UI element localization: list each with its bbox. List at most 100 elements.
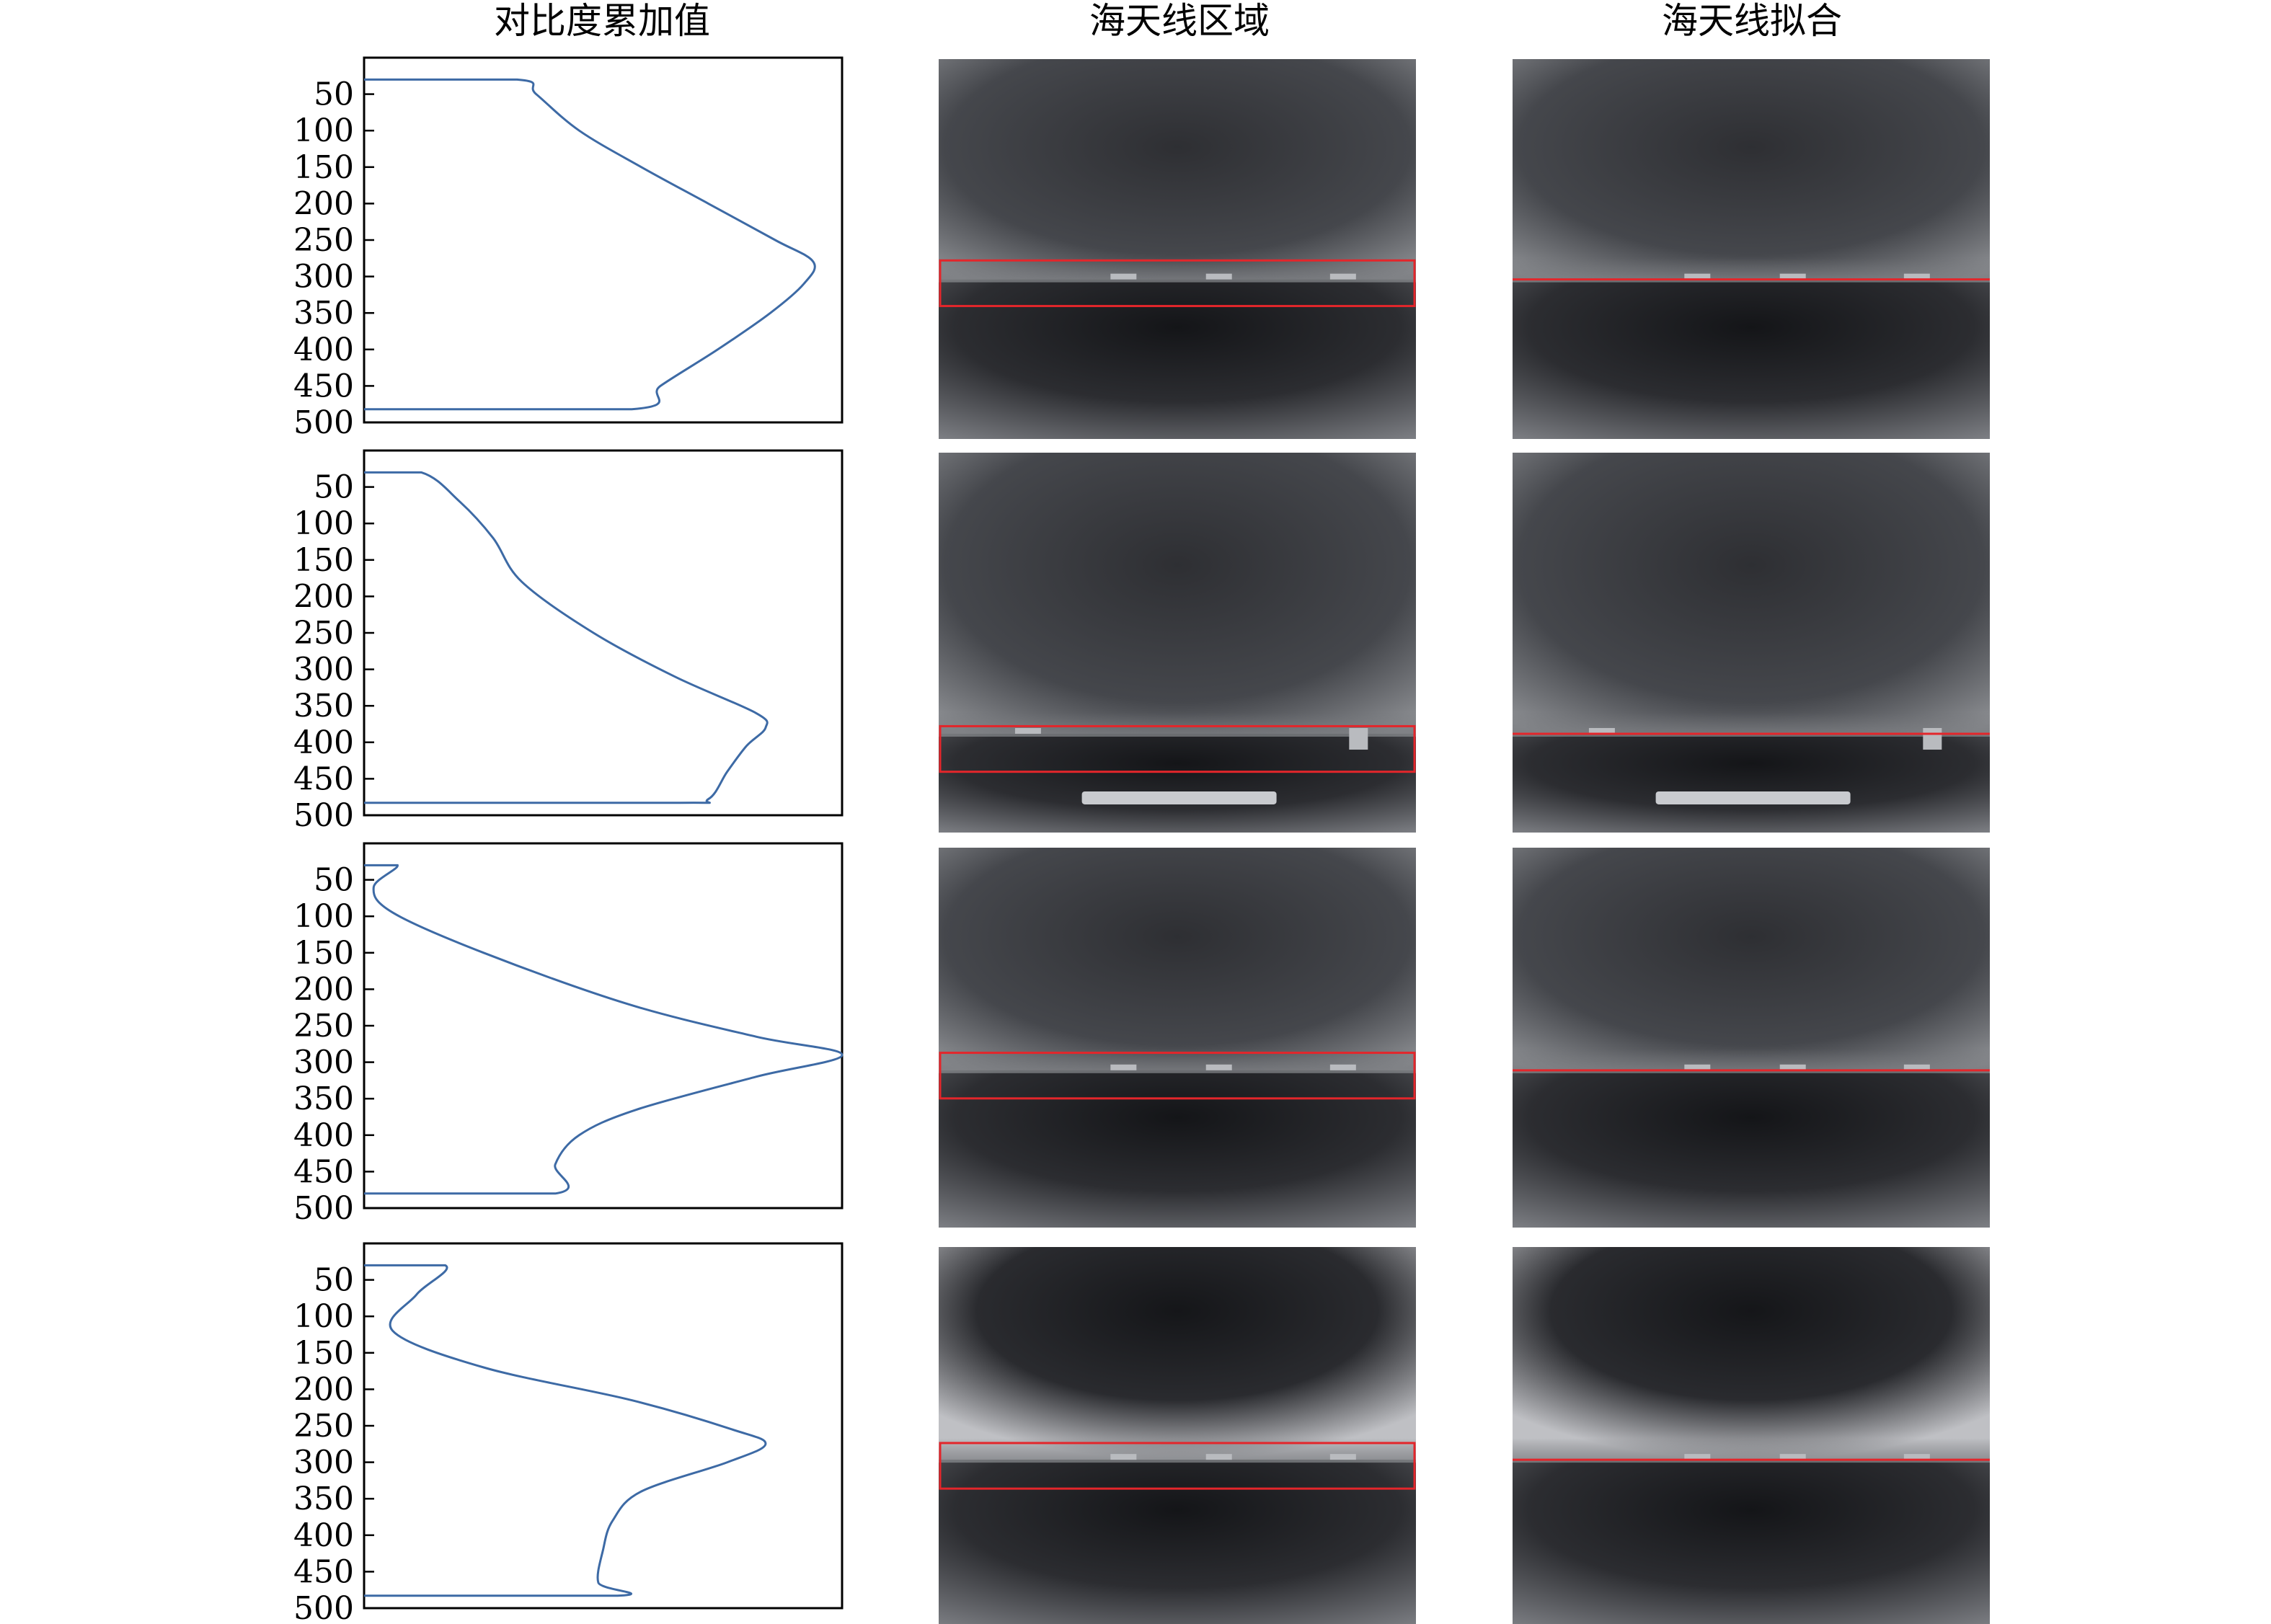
plot-frame [363, 842, 844, 1210]
y-tick-label: 100 [293, 898, 354, 935]
contrast-curve [364, 78, 816, 411]
y-tick-label: 100 [293, 1298, 354, 1335]
ship-target [1110, 1064, 1137, 1070]
horizon-glint [1513, 279, 1990, 283]
sea-region [939, 279, 1416, 439]
ship-target [1205, 1454, 1232, 1460]
ship-target [1903, 1064, 1930, 1070]
ship-target [1205, 273, 1232, 280]
horizon-glint [939, 1070, 1416, 1073]
y-tick-label: 400 [293, 332, 354, 368]
ship-target [1903, 1454, 1930, 1460]
y-tick-label: 500 [293, 1190, 354, 1227]
y-tick-label: 300 [293, 259, 354, 296]
column-titles: 对比度累加值 海天线区域 海天线拟合 [494, 0, 1842, 42]
contrast-curve [364, 1264, 767, 1597]
ship-target [1205, 1064, 1232, 1070]
y-tick-label: 400 [293, 1117, 354, 1154]
y-tick-label: 200 [293, 578, 354, 615]
ship-target [1329, 273, 1356, 280]
horizon-region-box [939, 1442, 1416, 1490]
y-tick-label: 450 [293, 368, 354, 404]
horizon-region-box [939, 1052, 1416, 1100]
plot-frame [363, 449, 844, 817]
y-tick-label: 500 [293, 797, 354, 834]
y-tick-label: 350 [293, 1081, 354, 1117]
contrast-curve [364, 471, 769, 804]
sea-region [939, 1460, 1416, 1624]
sea-region [1513, 279, 1990, 439]
sky-region [939, 453, 1416, 734]
horizon-glint [1513, 1070, 1990, 1073]
y-tick-label: 150 [293, 1335, 354, 1372]
ship-target [1903, 273, 1930, 280]
y-tick-label: 250 [293, 1408, 354, 1445]
ship-target [1655, 791, 1851, 804]
ship-target [1014, 727, 1041, 734]
fit-image-1 [1513, 59, 1990, 439]
ship-target [1779, 273, 1806, 280]
ship-target [1110, 273, 1137, 280]
plot-frame [363, 56, 844, 424]
ship-target [1779, 1064, 1806, 1070]
ship-target [1329, 1454, 1356, 1460]
y-tick-label: 150 [293, 149, 354, 186]
horizon-region-box [939, 724, 1416, 773]
fit-image-4 [1513, 1247, 1990, 1624]
horizon-region-box [939, 259, 1416, 308]
y-tick-label: 450 [293, 1553, 354, 1590]
y-tick-label: 250 [293, 222, 354, 259]
sky-region [939, 59, 1416, 280]
region-image-3 [939, 848, 1416, 1228]
y-tick-label: 400 [293, 724, 354, 761]
ship-target [1779, 1454, 1806, 1460]
column-title-region: 海天线区域 [1089, 0, 1270, 42]
horizon-glint [939, 733, 1416, 737]
region-image-1 [939, 59, 1416, 439]
y-tick-label: 500 [293, 404, 354, 441]
sky-region [1513, 59, 1990, 280]
sky-region [1513, 453, 1990, 734]
y-tick-label: 150 [293, 935, 354, 972]
ship-target [1110, 1454, 1137, 1460]
horizon-glint [1513, 1460, 1990, 1463]
ship-target [1081, 791, 1277, 804]
y-tick-label: 300 [293, 652, 354, 688]
y-tick-label: 350 [293, 295, 354, 332]
sea-region [1513, 1460, 1990, 1624]
ship-target [1329, 1064, 1356, 1070]
y-tick-label: 450 [293, 760, 354, 797]
y-tick-label: 200 [293, 971, 354, 1008]
fit-image-3 [1513, 848, 1990, 1228]
sky-region [939, 1247, 1416, 1460]
y-tick-label: 50 [314, 862, 354, 899]
y-tick-label: 100 [293, 112, 354, 149]
y-tick-label: 100 [293, 505, 354, 542]
region-image-4 [939, 1247, 1416, 1624]
sky-region [1513, 848, 1990, 1070]
sea-region [1513, 733, 1990, 833]
horizon-glint [939, 279, 1416, 283]
horizon-haze [939, 711, 1416, 734]
sky-region [939, 848, 1416, 1070]
y-tick-label: 250 [293, 1008, 354, 1044]
y-tick-label: 50 [314, 76, 354, 113]
y-tick-label: 50 [314, 469, 354, 506]
ship-target [1349, 727, 1368, 750]
ship-target [1588, 727, 1615, 734]
fit-image-2 [1513, 453, 1990, 833]
y-tick-label: 200 [293, 1371, 354, 1408]
y-tick-label: 200 [293, 185, 354, 222]
ship-target [1684, 1454, 1711, 1460]
y-tick-label: 350 [293, 1481, 354, 1517]
y-tick-label: 450 [293, 1153, 354, 1190]
column-title-contrast: 对比度累加值 [494, 0, 710, 42]
horizon-haze [1513, 711, 1990, 734]
